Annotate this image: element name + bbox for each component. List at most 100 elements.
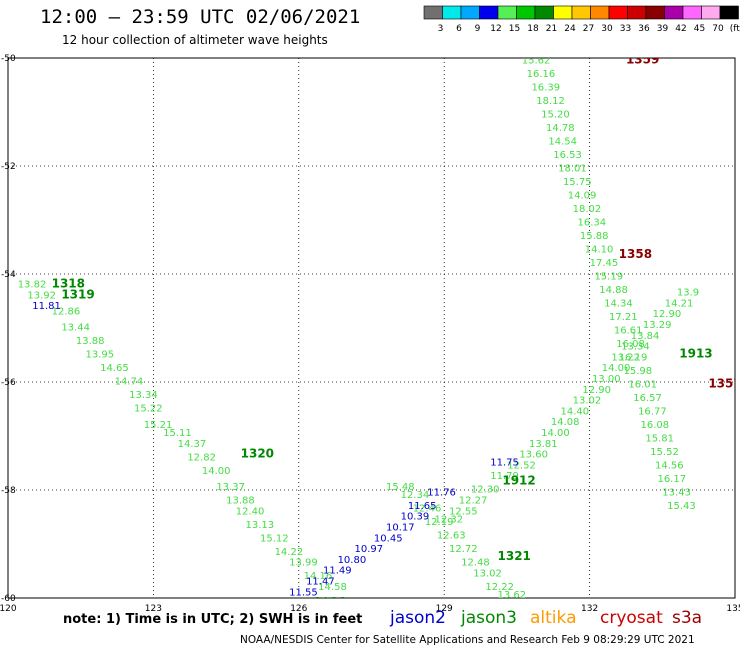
wave-height-value: 16.34 [577, 217, 606, 228]
wave-height-value: 15.22 [134, 404, 163, 415]
wave-height-value: 14.78 [546, 123, 575, 134]
wave-height-value: 15.81 [645, 433, 674, 444]
wave-height-value: 13.99 [289, 558, 318, 569]
wave-height-value: 14.00 [541, 428, 570, 439]
wave-height-value: 12.34 [401, 490, 430, 501]
y-tick-label: -58 [1, 486, 16, 496]
pass-time-label: 1359 [626, 52, 659, 66]
wave-height-value: 13.22 [611, 352, 640, 363]
wave-height-value: 13.34 [129, 390, 158, 401]
colorbar-label: 36 [638, 24, 650, 34]
x-tick-label: 129 [436, 604, 453, 612]
wave-height-value: 14.56 [655, 460, 684, 471]
pass-time-label: 1357 [708, 376, 740, 390]
wave-height-value: 16.61 [614, 325, 643, 336]
wave-height-value: 12.52 [507, 460, 536, 471]
wave-height-value: 12.90 [653, 309, 682, 320]
jason2-value: 11.55 [289, 587, 318, 598]
pass-time-label: 1913 [679, 347, 712, 361]
wave-height-value: 18.01 [558, 163, 587, 174]
wave-height-value: 12.86 [52, 307, 81, 318]
wave-height-value: 13.00 [592, 374, 621, 385]
wave-height-value: 12.27 [459, 496, 488, 507]
wave-height-value: 14.88 [599, 285, 628, 296]
jason2-value: 10.45 [374, 533, 403, 544]
wave-height-value: 13.34 [621, 342, 650, 353]
wave-height-value: 13.37 [216, 482, 245, 493]
x-tick-label: 123 [145, 604, 162, 612]
wave-height-value: 15.11 [163, 428, 192, 439]
wave-height-value: 15.88 [580, 231, 609, 242]
wave-height-value: 12.30 [471, 485, 500, 496]
wave-height-value: 13.95 [86, 350, 115, 361]
wave-height-value: 12.32 [435, 514, 464, 525]
wave-height-value: 15.52 [650, 447, 679, 458]
wave-height-value: 11.79 [490, 471, 519, 482]
wave-height-value: 13.92 [27, 290, 56, 301]
wave-height-value: 16.53 [553, 150, 582, 161]
wave-height-value: 12.72 [449, 544, 478, 555]
wave-height-value: 15.20 [541, 109, 570, 120]
wave-height-value: 12.63 [437, 531, 466, 542]
wave-height-value: 12.40 [236, 506, 265, 517]
wave-height-value: 12.55 [449, 506, 478, 517]
wave-height-value: 14.08 [551, 417, 580, 428]
wave-height-value: 15.75 [563, 177, 592, 188]
units-note: note: 1) Time is in UTC; 2) SWH is in fe… [63, 612, 363, 627]
pass-time-label: 1320 [241, 447, 274, 461]
colorbar-label: 21 [546, 24, 557, 34]
pass-time-label: 1319 [61, 287, 94, 301]
wave-height-value: 12.46 [413, 504, 442, 515]
wave-height-value: 18.02 [573, 204, 602, 215]
x-tick-label: 132 [581, 604, 598, 612]
colorbar-label: 30 [601, 24, 613, 34]
wave-height-value: 14.65 [100, 363, 129, 374]
wave-height-value: 18.12 [536, 96, 565, 107]
map-title: 12:00 – 23:59 UTC 02/06/2021 [40, 6, 361, 28]
wave-height-value: 13.9 [677, 288, 699, 299]
wave-height-value: 14.22 [275, 547, 304, 558]
wave-height-value: 13.43 [662, 487, 691, 498]
wave-height-value: 15.19 [594, 271, 623, 282]
wave-height-value: 14.00 [202, 466, 231, 477]
jason2-value: 11.49 [323, 566, 352, 577]
wave-height-value: 13.62 [498, 590, 527, 601]
jason2-value: 10.39 [401, 512, 430, 523]
wave-height-value: 15.98 [624, 366, 653, 377]
wave-height-value: 12.82 [187, 452, 216, 463]
colorbar-label: (ft) [730, 24, 740, 34]
wave-height-value: 13.88 [76, 336, 105, 347]
wave-height-value: 14.00 [602, 363, 631, 374]
wave-height-value: 16.08 [640, 420, 669, 431]
wave-height-value: 13.60 [519, 450, 548, 461]
jason2-value: 11.75 [490, 458, 519, 469]
wave-height-value: 13.13 [245, 520, 274, 531]
wave-height-value: 13.88 [226, 496, 255, 507]
pass-time-label: 1911 [313, 595, 346, 609]
wave-height-value: 13.02 [573, 396, 602, 407]
satellite-jason3: jason3 [461, 608, 517, 628]
wave-height-value: 16.08 [616, 339, 645, 350]
y-tick-label: -52 [1, 162, 16, 172]
wave-height-value: 16.57 [633, 393, 662, 404]
wave-height-value: 17.21 [609, 312, 638, 323]
y-tick-label: -50 [1, 54, 16, 64]
wave-height-value: 14.10 [585, 244, 614, 255]
y-tick-label: -54 [1, 270, 16, 280]
colorbar-swatch [719, 5, 739, 20]
wave-height-value: 16.17 [657, 474, 686, 485]
jason2-value: 11.47 [306, 577, 335, 588]
wave-height-value: 15.12 [260, 533, 289, 544]
x-tick-label: 120 [0, 604, 17, 612]
jason2-value: 10.17 [386, 523, 415, 534]
wave-height-value: 13.02 [473, 568, 502, 579]
wave-height-value: 15.62 [522, 55, 551, 66]
wave-height-value: 14.09 [568, 190, 597, 201]
colorbar-label: 70 [712, 24, 724, 34]
jason2-value: 11.81 [32, 301, 61, 312]
map-frame [7, 57, 736, 599]
credit-line: NOAA/NESDIS Center for Satellite Applica… [240, 634, 695, 646]
colorbar-label: 3 [438, 24, 444, 34]
wave-height-value: 14.21 [665, 298, 694, 309]
